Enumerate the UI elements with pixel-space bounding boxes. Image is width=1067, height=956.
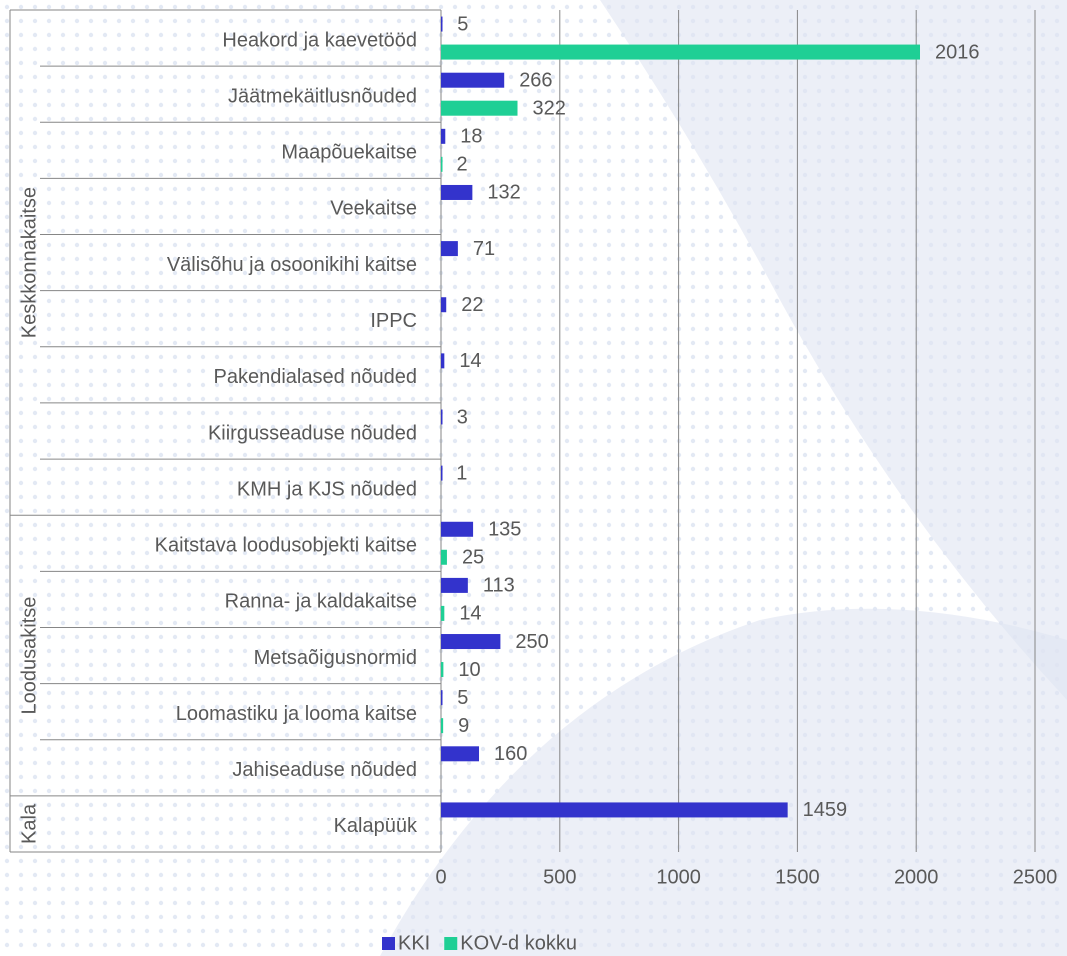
bar bbox=[441, 605, 445, 621]
category-label: Jahiseaduse nõuded bbox=[232, 759, 417, 781]
value-label: 113 bbox=[483, 575, 515, 597]
bar bbox=[441, 521, 474, 537]
value-label: 9 bbox=[458, 715, 469, 737]
legend-swatch bbox=[444, 937, 458, 950]
category-label: Välisõhu ja osoonikihi kaitse bbox=[167, 254, 417, 276]
bar bbox=[441, 634, 501, 650]
category-label: Ranna- ja kaldakaitse bbox=[225, 591, 417, 613]
x-tick-label: 2500 bbox=[1013, 866, 1058, 888]
value-label: 1459 bbox=[803, 799, 848, 821]
bar bbox=[441, 241, 458, 257]
category-label: Kiirgusseaduse nõuded bbox=[208, 422, 417, 444]
bar bbox=[441, 16, 443, 32]
bar bbox=[441, 718, 444, 734]
category-label: Jäätmekäitlusnõuded bbox=[228, 85, 417, 107]
value-label: 250 bbox=[515, 631, 548, 653]
background-shape bbox=[380, 608, 1067, 956]
bar bbox=[441, 690, 443, 706]
legend-label: KKI bbox=[398, 932, 430, 954]
bar bbox=[441, 184, 473, 200]
category-label: KMH ja KJS nõuded bbox=[237, 478, 417, 500]
value-label: 132 bbox=[487, 182, 520, 204]
value-label: 3 bbox=[457, 406, 468, 428]
bar bbox=[441, 577, 468, 593]
category-label: Maapõuekaitse bbox=[281, 142, 417, 164]
x-tick-label: 1500 bbox=[775, 866, 820, 888]
bar bbox=[441, 549, 447, 565]
bar bbox=[441, 662, 444, 678]
value-label: 14 bbox=[459, 603, 481, 625]
category-label: IPPC bbox=[370, 310, 417, 332]
value-label: 10 bbox=[458, 659, 480, 681]
value-label: 14 bbox=[459, 350, 481, 372]
value-label: 135 bbox=[488, 519, 521, 541]
x-tick-label: 0 bbox=[435, 866, 446, 888]
category-label: Kaitstava loodusobjekti kaitse bbox=[155, 535, 417, 557]
group-label: Kala bbox=[18, 803, 40, 844]
value-label: 25 bbox=[462, 547, 484, 569]
category-label: Heakord ja kaevetööd bbox=[222, 29, 417, 51]
bar bbox=[441, 746, 480, 762]
value-label: 5 bbox=[457, 687, 468, 709]
category-label: Kalapüük bbox=[334, 815, 418, 837]
bar bbox=[441, 156, 443, 172]
group-label: Loodusakitse bbox=[18, 597, 40, 715]
bar bbox=[441, 465, 443, 481]
bar bbox=[441, 297, 447, 313]
group-label: Keskkonnakaitse bbox=[18, 187, 40, 338]
bar bbox=[441, 409, 443, 425]
bar bbox=[441, 128, 446, 144]
value-label: 5 bbox=[457, 13, 468, 35]
category-label: Veekaitse bbox=[330, 198, 417, 220]
bar bbox=[441, 353, 445, 369]
category-label: Loomastiku ja looma kaitse bbox=[176, 703, 417, 725]
value-label: 322 bbox=[533, 97, 566, 119]
value-label: 266 bbox=[519, 69, 552, 91]
value-label: 2 bbox=[456, 154, 467, 176]
value-label: 22 bbox=[461, 294, 483, 316]
category-label: Pakendialased nõuded bbox=[213, 366, 417, 388]
x-tick-label: 2000 bbox=[894, 866, 939, 888]
legend-label: KOV-d kokku bbox=[460, 932, 577, 954]
background-shape bbox=[600, 0, 1067, 700]
value-label: 71 bbox=[473, 238, 495, 260]
bar bbox=[441, 100, 518, 116]
category-label: Metsaõigusnormid bbox=[254, 647, 417, 669]
value-label: 18 bbox=[460, 126, 482, 148]
bar bbox=[441, 802, 788, 818]
value-label: 1 bbox=[456, 462, 467, 484]
bar bbox=[441, 72, 505, 88]
value-label: 160 bbox=[494, 743, 527, 765]
x-tick-label: 500 bbox=[543, 866, 576, 888]
bar bbox=[441, 44, 921, 60]
legend-swatch bbox=[382, 937, 395, 950]
x-tick-label: 1000 bbox=[656, 866, 701, 888]
value-label: 2016 bbox=[935, 41, 980, 63]
